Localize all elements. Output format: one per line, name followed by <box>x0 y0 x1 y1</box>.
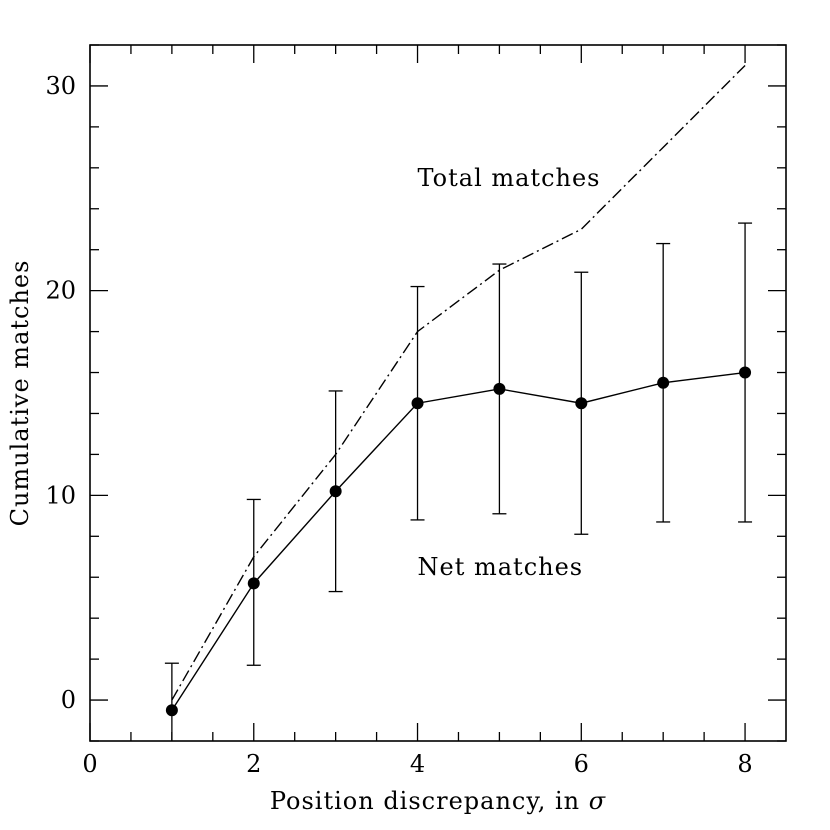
x-tick-label: 4 <box>410 750 425 778</box>
y-tick-label: 0 <box>61 686 76 714</box>
annotation-net-matches: Net matches <box>418 553 584 581</box>
y-tick-label: 30 <box>45 72 76 100</box>
series-net-matches-line <box>171 371 746 711</box>
y-tick-label: 20 <box>45 277 76 305</box>
net-matches-point <box>657 376 670 389</box>
net-matches-point <box>411 397 424 410</box>
y-axis-title: Cumulative matches <box>6 260 34 527</box>
y-tick-label: 10 <box>45 481 76 509</box>
series-total-matches-line <box>171 64 746 701</box>
net-matches-point <box>493 382 506 395</box>
x-axis-title: Position discrepancy, in σ <box>270 787 606 815</box>
series-layer <box>164 64 753 741</box>
tick-labels: 0 2 4 6 8 0 10 20 30 <box>45 72 752 778</box>
x-axis-title-symbol: σ <box>589 787 606 815</box>
net-matches-point <box>739 366 752 379</box>
x-axis-title-text: Position discrepancy, in <box>270 787 589 815</box>
net-matches-point <box>329 485 342 498</box>
net-matches-point <box>165 704 178 717</box>
axis-ticks <box>89 44 786 742</box>
x-tick-label: 6 <box>574 750 589 778</box>
x-tick-label: 2 <box>246 750 261 778</box>
annotation-total-matches: Total matches <box>418 164 601 192</box>
plot-frame <box>89 44 787 742</box>
x-tick-label: 0 <box>82 750 97 778</box>
x-tick-label: 8 <box>737 750 752 778</box>
net-matches-point <box>575 397 588 410</box>
error-bar <box>164 662 179 741</box>
net-matches-point <box>247 577 260 590</box>
